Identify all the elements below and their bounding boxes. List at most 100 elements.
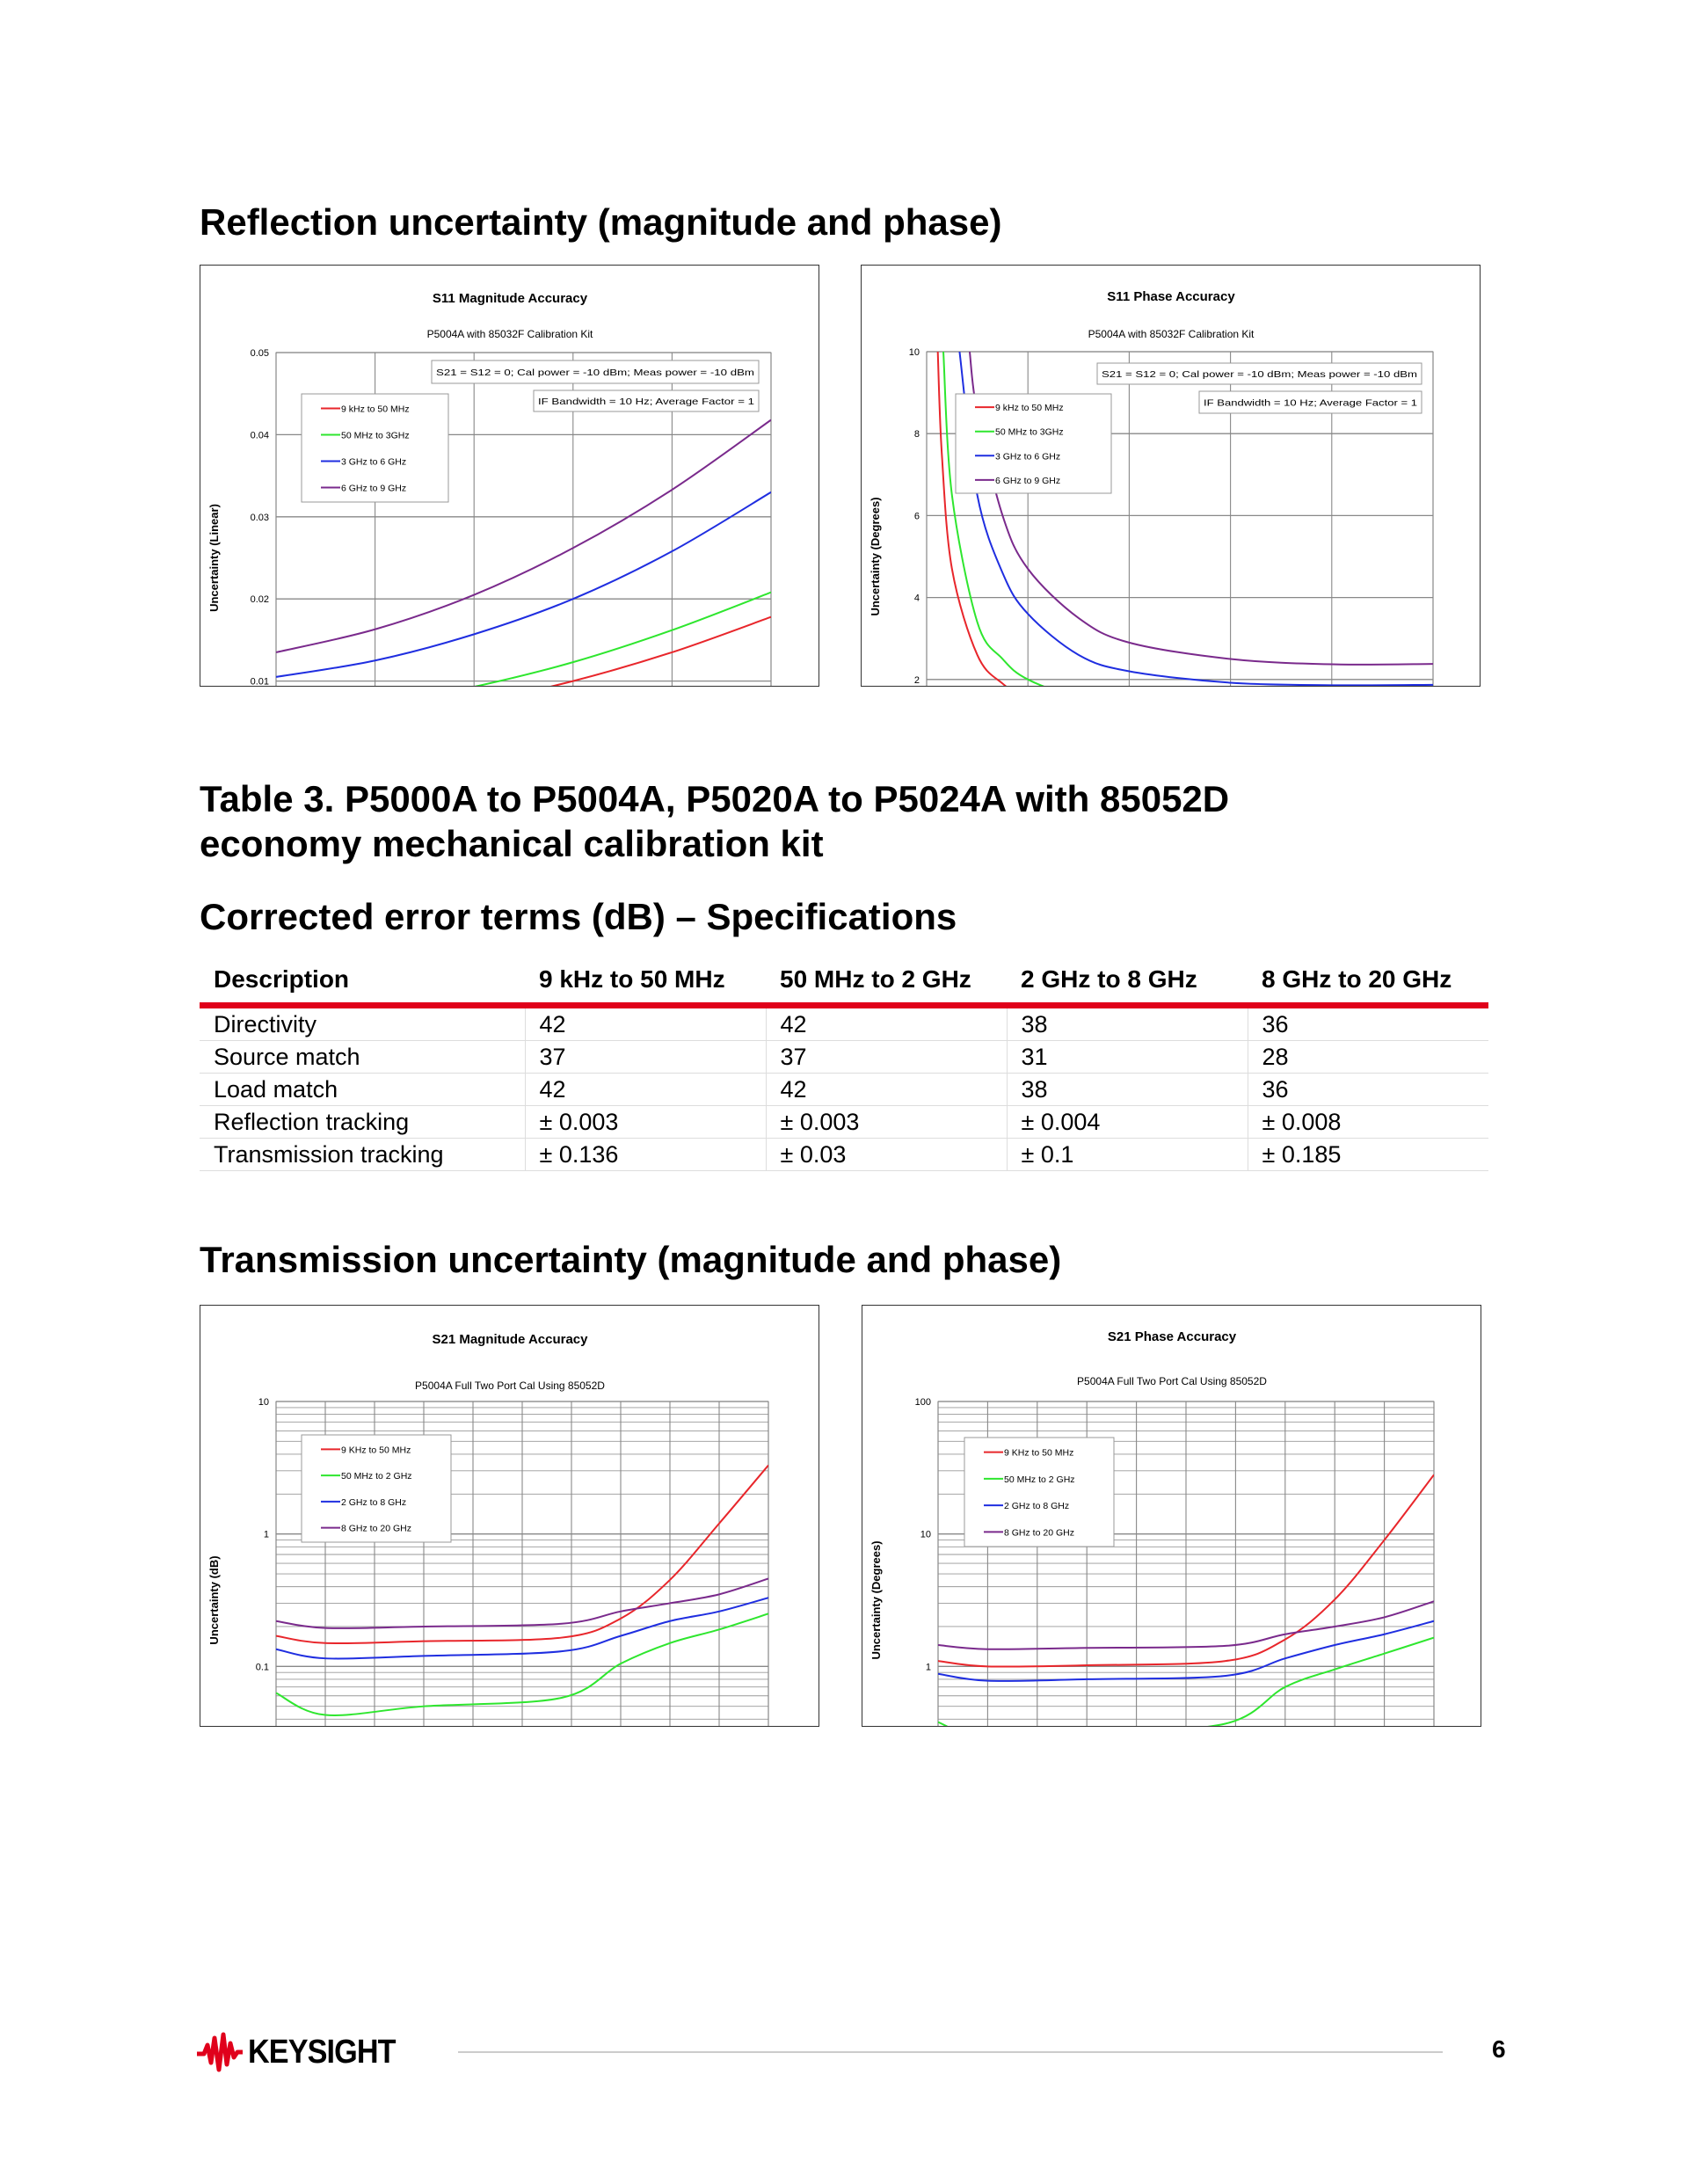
legend-label: 50 MHz to 3GHz — [341, 431, 410, 441]
series-line — [938, 1600, 1434, 1650]
table-header-row: Description 9 kHz to 50 MHz 50 MHz to 2 … — [200, 958, 1488, 1008]
series-line — [276, 419, 771, 653]
page-number: 6 — [1492, 2035, 1506, 2063]
series-line — [938, 1636, 1434, 1726]
table-cell: 37 — [765, 1040, 1007, 1074]
legend-label: 50 MHz to 3GHz — [995, 427, 1064, 438]
series-line — [276, 491, 771, 678]
column-header: 50 MHz to 2 GHz — [766, 958, 1007, 1008]
legend-label: 6 GHz to 9 GHz — [995, 476, 1060, 486]
error-terms-table: Description 9 kHz to 50 MHz 50 MHz to 2 … — [200, 958, 1488, 1171]
table-cell: ± 0.003 — [765, 1105, 1007, 1139]
y-axis-label: Uncertainty (Linear) — [207, 504, 221, 612]
series-line — [276, 1464, 768, 1645]
y-tick-label: 1 — [926, 1662, 931, 1672]
y-tick-label: 8 — [914, 429, 920, 440]
table-cell: ± 0.185 — [1247, 1138, 1488, 1171]
chart-subtitle: P5004A Full Two Port Cal Using 85052D — [1077, 1375, 1267, 1387]
annotation-text: IF Bandwidth = 10 Hz; Average Factor = 1 — [1204, 398, 1417, 409]
series-line — [936, 352, 1008, 686]
table-cell: 36 — [1247, 1073, 1488, 1106]
chart-s11-magnitude: S11 Magnitude Accuracy P5004A with 85032F… — [200, 265, 819, 687]
annotation-text: S21 = S12 = 0; Cal power = -10 dBm; Meas… — [1102, 369, 1417, 380]
table-cell: ± 0.004 — [1006, 1105, 1248, 1139]
chart-title: S21 Phase Accuracy — [1108, 1329, 1237, 1344]
y-axis-label: Uncertainty (Degrees) — [869, 1540, 883, 1659]
table-cell: 38 — [1006, 1005, 1248, 1041]
legend-box — [955, 393, 1112, 494]
table-cell: 42 — [765, 1073, 1007, 1106]
row-label: Load match — [200, 1073, 525, 1106]
annotation-box — [1198, 390, 1422, 414]
chart-title: S11 Phase Accuracy — [1107, 289, 1235, 304]
table-cell: ± 0.03 — [765, 1138, 1007, 1171]
y-tick-label: 10 — [258, 1397, 269, 1408]
legend-label: 8 GHz to 20 GHz — [341, 1524, 411, 1534]
table-cell: 42 — [524, 1073, 766, 1106]
table-title-line2: economy mechanical calibration kit — [200, 823, 824, 864]
row-label: Directivity — [200, 1005, 525, 1041]
y-axis-label: Uncertainty (Degrees) — [869, 497, 882, 615]
legend-label: 9 KHz to 50 MHz — [1004, 1448, 1073, 1459]
legend-box — [301, 1434, 452, 1543]
column-header: 9 kHz to 50 MHz — [525, 958, 766, 1008]
row-label: Reflection tracking — [200, 1105, 525, 1139]
table-cell: ± 0.136 — [524, 1138, 766, 1171]
legend-label: 2 GHz to 8 GHz — [341, 1497, 406, 1508]
column-header: Description — [200, 958, 525, 1008]
y-tick-label: 0.04 — [251, 430, 269, 440]
table-cell: 38 — [1006, 1073, 1248, 1106]
legend-label: 2 GHz to 8 GHz — [1004, 1501, 1069, 1511]
chart-subtitle: P5004A with 85032F Calibration Kit — [427, 328, 593, 340]
section-heading-corrected: Corrected error terms (dB) – Specificati… — [200, 896, 957, 937]
table-cell: 37 — [524, 1040, 766, 1074]
legend-box — [964, 1437, 1115, 1547]
annotation-text: IF Bandwidth = 10 Hz; Average Factor = 1 — [538, 397, 754, 407]
table-cell: 31 — [1006, 1040, 1248, 1074]
legend-label: 6 GHz to 9 GHz — [341, 484, 406, 494]
y-tick-label: 0.1 — [256, 1662, 269, 1672]
series-line — [958, 352, 1433, 686]
table-title-line1: Table 3. P5000A to P5004A, P5020A to P50… — [200, 778, 1230, 819]
table-cell: 42 — [765, 1005, 1007, 1041]
column-header: 8 GHz to 20 GHz — [1248, 958, 1488, 1008]
y-axis-label: Uncertainty (dB) — [207, 1555, 221, 1644]
annotation-box — [1096, 362, 1422, 385]
section-heading-reflection: Reflection uncertainty (magnitude and ph… — [200, 201, 1002, 243]
column-header: 2 GHz to 8 GHz — [1007, 958, 1248, 1008]
chart-title: S11 Magnitude Accuracy — [433, 291, 588, 306]
row-label: Source match — [200, 1040, 525, 1074]
legend-label: 9 kHz to 50 MHz — [995, 403, 1064, 413]
y-tick-label: 10 — [920, 1530, 931, 1540]
series-line — [276, 1577, 768, 1629]
chart-s21-phase: S21 Phase Accuracy P5004A Full Two Port C… — [862, 1305, 1481, 1727]
keysight-logo: KEYSIGHT — [195, 2031, 411, 2073]
legend-label: 9 kHz to 50 MHz — [341, 404, 410, 415]
legend-label: 9 KHz to 50 MHz — [341, 1445, 411, 1455]
legend-label: 8 GHz to 20 GHz — [1004, 1527, 1074, 1538]
legend-label: 50 MHz to 2 GHz — [341, 1471, 412, 1481]
table-cell: ± 0.003 — [524, 1105, 766, 1139]
y-tick-label: 0.03 — [251, 513, 269, 523]
legend-label: 3 GHz to 6 GHz — [995, 451, 1060, 462]
table-row: Reflection tracking ± 0.003 ± 0.003 ± 0.004… — [200, 1105, 1488, 1139]
table-cell: ± 0.1 — [1006, 1138, 1248, 1171]
legend-label: 50 MHz to 2 GHz — [1004, 1474, 1075, 1485]
legend-box — [301, 393, 449, 503]
chart-s11-phase: S11 Phase Accuracy P5004A with 85032F Cal… — [861, 265, 1481, 687]
y-tick-label: 0.02 — [251, 594, 269, 605]
annotation-text: S21 = S12 = 0; Cal power = -10 dBm; Meas… — [436, 368, 754, 378]
row-label: Transmission tracking — [200, 1138, 525, 1171]
y-tick-label: 4 — [914, 593, 920, 604]
table-cell: 28 — [1247, 1040, 1488, 1074]
annotation-box — [431, 360, 760, 384]
section-heading-transmission: Transmission uncertainty (magnitude and … — [200, 1239, 1062, 1280]
series-line — [942, 352, 1045, 686]
footer-divider — [458, 2051, 1443, 2053]
brand-name: KEYSIGHT — [248, 2033, 397, 2071]
chart-s21-magnitude: S21 Magnitude Accuracy P5004A Full Two Po… — [200, 1305, 819, 1727]
y-tick-label: 1 — [264, 1530, 269, 1540]
y-tick-label: 0.01 — [251, 677, 269, 686]
chart-subtitle: P5004A with 85032F Calibration Kit — [1088, 328, 1255, 340]
series-line — [276, 1597, 768, 1660]
